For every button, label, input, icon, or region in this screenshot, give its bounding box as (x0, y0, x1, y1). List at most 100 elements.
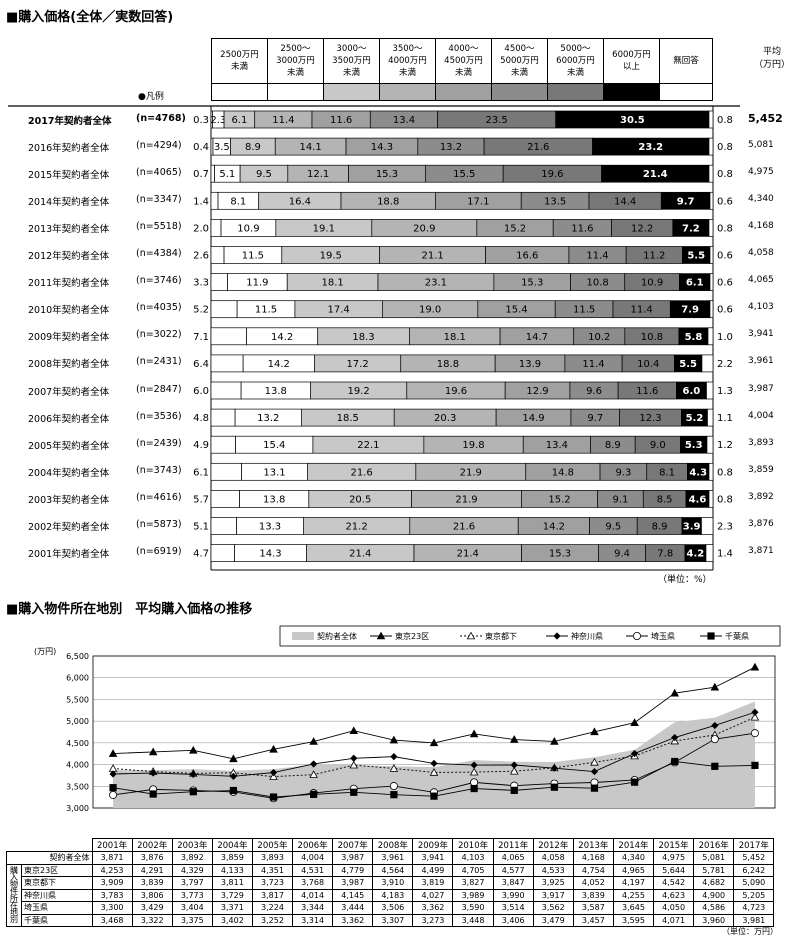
bar-value-label: 10.9 (237, 223, 259, 234)
bar-value-label: 23.1 (425, 278, 447, 289)
bar-segment (705, 544, 714, 562)
table-cell: 3,444 (332, 901, 374, 915)
side-label-char: 地 (10, 908, 18, 918)
series-marker (590, 784, 599, 792)
bar-value-label: 22.1 (357, 440, 379, 451)
year-header: 2014年 (612, 838, 655, 852)
table-cell: 3,457 (572, 913, 614, 927)
table-cell: 3,909 (91, 876, 133, 890)
table-cell: 3,990 (492, 888, 534, 902)
bar-value-label: 21.6 (527, 142, 549, 153)
bar-segment (210, 381, 242, 400)
bar-value-label: 19.5 (320, 251, 342, 262)
series-marker (350, 788, 358, 796)
table-cell: 3,402 (211, 913, 253, 927)
table-cell: 3,783 (91, 888, 133, 902)
table-cell: 4,705 (452, 863, 494, 877)
bar-value-label: 6.4 (193, 359, 209, 370)
line-chart: 3,000 3,500 4,000 4,500 5,000 5,500 6,000 6,500… (34, 625, 781, 813)
year-header: 2004年 (211, 838, 253, 852)
series-marker (309, 737, 318, 745)
table-cell: 4,542 (653, 876, 695, 890)
table-cell: 3,817 (251, 888, 294, 902)
table-cell: 4,564 (372, 863, 414, 877)
bar-value-label: 9.7 (677, 196, 695, 207)
bar-value-label: 11.2 (643, 251, 665, 262)
series-marker (269, 744, 278, 753)
table-cell: 4,014 (292, 888, 334, 902)
row-label: 東京23区 (21, 863, 93, 877)
table-cell: 4,255 (612, 888, 655, 902)
bar-value-label: 11.4 (631, 305, 653, 316)
row-label: 2013年契約者全体 (28, 223, 110, 235)
series-marker (711, 762, 719, 770)
bar-value-label: 13.4 (393, 115, 415, 126)
bar-value-label: 5.1 (219, 169, 235, 180)
bar-value-label: 7.2 (682, 223, 700, 234)
year-header: 2016年 (693, 838, 735, 852)
bar-value-label: 17.4 (328, 305, 350, 316)
series-marker (630, 778, 639, 786)
bar-value-label: 14.3 (371, 142, 393, 153)
legend-swatch (491, 84, 547, 101)
series-marker (671, 757, 679, 766)
table-cell: 4,533 (532, 863, 574, 877)
bar-value-label: 13.8 (265, 386, 287, 397)
bar-value-label: 15.2 (548, 494, 570, 505)
table-cell: 4,183 (372, 888, 414, 902)
series-marker (470, 778, 479, 787)
row-label: 2003年契約者全体 (28, 494, 110, 506)
year-header: 2007年 (332, 838, 374, 852)
bar-segment (210, 354, 244, 373)
row-label: 2005年契約者全体 (28, 440, 110, 452)
bar-value-label: 11.6 (636, 386, 658, 397)
table-cell: 3,514 (492, 901, 534, 915)
bar-value-label: 9.3 (615, 467, 631, 478)
series-marker (509, 735, 519, 743)
table-cell: 3,819 (412, 876, 454, 890)
row-n: (n=4616) (136, 491, 182, 503)
table-row: 埼玉県 3,300 3,429 3,404 3,371 3,224 3,344 3,444 3,… (7, 901, 775, 915)
bar-value-label: 8.9 (652, 522, 668, 533)
header-cell: 無回答 (659, 38, 713, 84)
row-n: (n=2439) (136, 437, 182, 449)
bar-value-label: 10.9 (641, 278, 663, 289)
bar-value-label: 1.1 (717, 413, 733, 424)
legend-label: 千葉県 (725, 631, 749, 641)
row-n: (n=3347) (136, 193, 182, 205)
bar-segment (210, 490, 240, 508)
bar-value-label: 9.7 (587, 413, 603, 424)
table-cell: 3,645 (612, 901, 655, 915)
bar-value-label: 19.1 (313, 223, 335, 234)
bar-value-label: 4.7 (193, 549, 209, 560)
bar-segment (210, 544, 235, 562)
table-cell: 3,987 (332, 851, 374, 865)
header-cell: 2500～ 3000万円 未満 (267, 38, 323, 84)
row-average: 5,452 (748, 111, 783, 125)
table-cell: 3,404 (171, 901, 213, 915)
table-cell: 3,797 (171, 876, 213, 890)
table-cell: 4,975 (653, 851, 695, 865)
series-marker (229, 786, 238, 795)
series-marker (310, 790, 318, 798)
row-label: 2012年契約者全体 (28, 251, 110, 262)
side-label-char: 別 (10, 915, 18, 925)
bar-segment (709, 191, 714, 210)
bar-value-label: 0.6 (717, 251, 733, 262)
year-header: 2005年 (251, 838, 294, 852)
bar-value-label: 11.4 (582, 359, 604, 370)
table-cell: 4,531 (292, 863, 334, 877)
section2-title: ■購入物件所在地別 平均購入価格の推移 (6, 602, 253, 617)
table-cell: 3,562 (532, 901, 574, 915)
series-marker (630, 749, 639, 758)
row-average: 4,065 (748, 275, 774, 286)
bar-value-label: 14.2 (543, 522, 565, 533)
bar-value-label: 19.0 (419, 305, 441, 316)
bar-value-label: 10.2 (588, 332, 610, 343)
series-marker (108, 749, 118, 757)
row-n: (n=5873) (136, 519, 182, 530)
row-average: 3,893 (748, 437, 774, 448)
series-marker (149, 769, 157, 777)
series-marker (309, 770, 318, 778)
row-label: 2014年契約者全体 (28, 196, 110, 208)
